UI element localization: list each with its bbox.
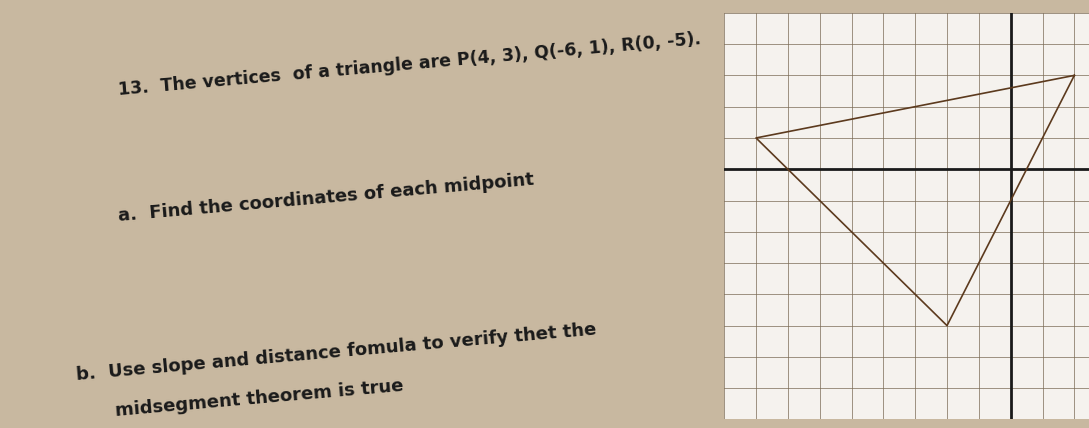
Text: b.  Use slope and distance fomula to verify thet the: b. Use slope and distance fomula to veri…	[75, 321, 597, 384]
Text: 13.  The vertices  of a triangle are P(4, 3), Q(-6, 1), R(0, -5).: 13. The vertices of a triangle are P(4, …	[118, 30, 702, 99]
Text: a.  Find the coordinates of each midpoint: a. Find the coordinates of each midpoint	[118, 171, 535, 226]
Text: midsegment theorem is true: midsegment theorem is true	[114, 377, 404, 420]
